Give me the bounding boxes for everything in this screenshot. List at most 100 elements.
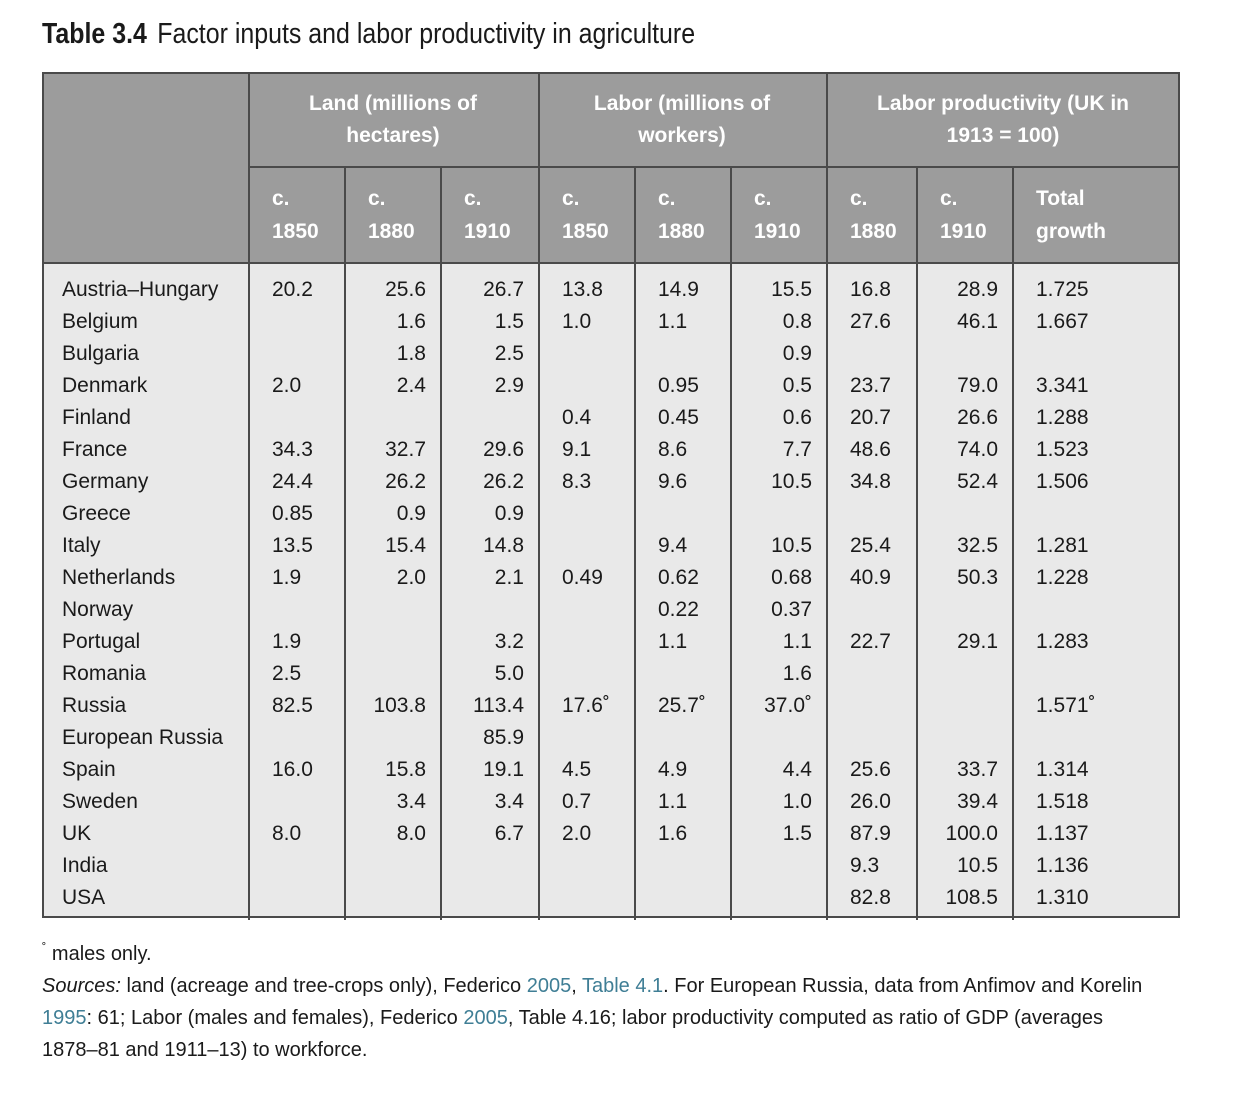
table-cell: 82.8: [850, 886, 891, 909]
table-cell: 19.1: [483, 758, 524, 781]
table-cell: 1.725: [1036, 278, 1089, 301]
table-cell: 32.7: [385, 438, 426, 461]
table-cell: 13.5: [272, 534, 313, 557]
row-country: Russia: [62, 694, 127, 717]
table-cell: 34.3: [272, 438, 313, 461]
table-cell: 2.4: [396, 374, 426, 397]
table-4-1-link[interactable]: Table 4.1: [581, 975, 664, 997]
table-cell: 1.6: [396, 310, 426, 333]
table-cell: 8.0: [272, 822, 302, 845]
row-country: UK: [62, 822, 92, 845]
table-cell: 1.9: [272, 630, 302, 653]
table-header: [44, 74, 1178, 262]
table-cell: 6.7: [494, 822, 524, 845]
table-cell: 1.6: [658, 822, 688, 845]
table-cell: 2.9: [494, 374, 524, 397]
table-cell: 3.4: [396, 790, 426, 813]
table-cell: 1.667: [1036, 310, 1089, 333]
group-header-line: hectares): [346, 124, 440, 147]
column-header: c. 1910: [464, 182, 511, 248]
table-cell: 0.37: [771, 598, 812, 621]
table-number: Table 3.4: [42, 18, 147, 50]
table-cell: 5.0: [494, 662, 524, 685]
table-cell: 0.8: [782, 310, 812, 333]
table-cell: 22.7: [850, 630, 891, 653]
column-header-line: c.: [940, 187, 958, 210]
table-cell: 0.6: [782, 406, 812, 429]
table-cell: 3.2: [494, 630, 524, 653]
table-cell: 10.5: [771, 470, 812, 493]
table-cell: 1.1: [782, 630, 812, 653]
table-cell: 1.137: [1036, 822, 1089, 845]
table-cell: 1.0: [562, 310, 592, 333]
sources-label: Sources:: [42, 975, 121, 997]
row-country: Italy: [62, 534, 101, 557]
table-cell: 113.4: [473, 694, 524, 717]
row-country: Finland: [62, 406, 131, 429]
table-cell: 10.5: [771, 534, 812, 557]
table-cell: 15.5: [771, 278, 812, 301]
table-cell: 8.6: [658, 438, 688, 461]
table-cell: 0.85: [272, 502, 313, 525]
group-header-line: 1913 = 100): [946, 124, 1060, 147]
column-header-line: c.: [754, 187, 772, 210]
row-country: Norway: [62, 598, 134, 621]
table-cell: 1.1: [658, 630, 688, 653]
table-cell: 1.1: [658, 310, 688, 333]
table-cell: 15.4: [385, 534, 426, 557]
table-cell: 10.5: [957, 854, 998, 877]
table-cell: 32.5: [957, 534, 998, 557]
table-cell: 0.9: [396, 502, 426, 525]
column-header-line: c.: [850, 187, 868, 210]
group-header-line: workers): [638, 124, 726, 147]
table-cell: 3.341: [1036, 374, 1089, 397]
table-cell: 4.9: [658, 758, 688, 781]
table-cell: 1.5: [782, 822, 812, 845]
table-cell: 9.4: [658, 534, 688, 557]
column-header-line: c.: [562, 187, 580, 210]
table-cell: 9.6: [658, 470, 688, 493]
column-header-line: 1910: [940, 220, 987, 243]
table-cell: 1.1: [658, 790, 688, 813]
table-cell: 14.8: [483, 534, 524, 557]
table-cell: 7.7: [782, 438, 812, 461]
column-header-line: 1880: [368, 220, 415, 243]
table-cell: 2.0: [562, 822, 592, 845]
table-cell: 25.6: [850, 758, 891, 781]
table-caption: Factor inputs and labor productivity in …: [157, 18, 696, 50]
data-table: Land (millions of hectares) Labor (million…: [42, 72, 1180, 920]
row-country: Greece: [62, 502, 131, 525]
group-header-1: Labor (millions of workers): [538, 88, 826, 152]
table-cell: 26.2: [483, 470, 524, 493]
table-cell: 48.6: [850, 438, 891, 461]
table-cell: 0.9: [494, 502, 524, 525]
group-header-2: Labor productivity (UK in 1913 = 100): [826, 88, 1180, 152]
table-cell: 1.314: [1036, 758, 1089, 781]
table-cell: 0.9: [782, 342, 812, 365]
table-cell: 1.6: [782, 662, 812, 685]
column-divider: [344, 168, 346, 920]
table-cell: 2.0: [272, 374, 302, 397]
column-divider: [538, 74, 540, 920]
table-cell: 40.9: [850, 566, 891, 589]
table-cell: 1.0: [782, 790, 812, 813]
table-cell: 4.5: [562, 758, 592, 781]
table-title: Table 3.4 Factor inputs and labor product…: [42, 18, 695, 51]
table-cell: 46.1: [957, 310, 998, 333]
table-cell: 16.0: [272, 758, 313, 781]
citation-link-federico-2005b[interactable]: 2005: [463, 1007, 508, 1029]
column-header-line: growth: [1036, 220, 1106, 243]
table-cell: 29.6: [483, 438, 524, 461]
group-header-0: Land (millions of hectares): [248, 88, 538, 152]
table-cell: 74.0: [957, 438, 998, 461]
table-cell: 26.6: [957, 406, 998, 429]
column-header: c. 1880: [368, 182, 415, 248]
row-country: Austria–Hungary: [62, 278, 219, 301]
table-cell: 26.7: [483, 278, 524, 301]
table-cell: 1.136: [1036, 854, 1089, 877]
citation-link-federico-2005[interactable]: 2005: [526, 975, 572, 997]
table-cell: 0.62: [658, 566, 699, 589]
table-cell: 2.5: [272, 662, 302, 685]
citation-link-anfimov-1995[interactable]: 1995: [42, 1007, 87, 1029]
column-header: c. 1880: [850, 182, 897, 248]
